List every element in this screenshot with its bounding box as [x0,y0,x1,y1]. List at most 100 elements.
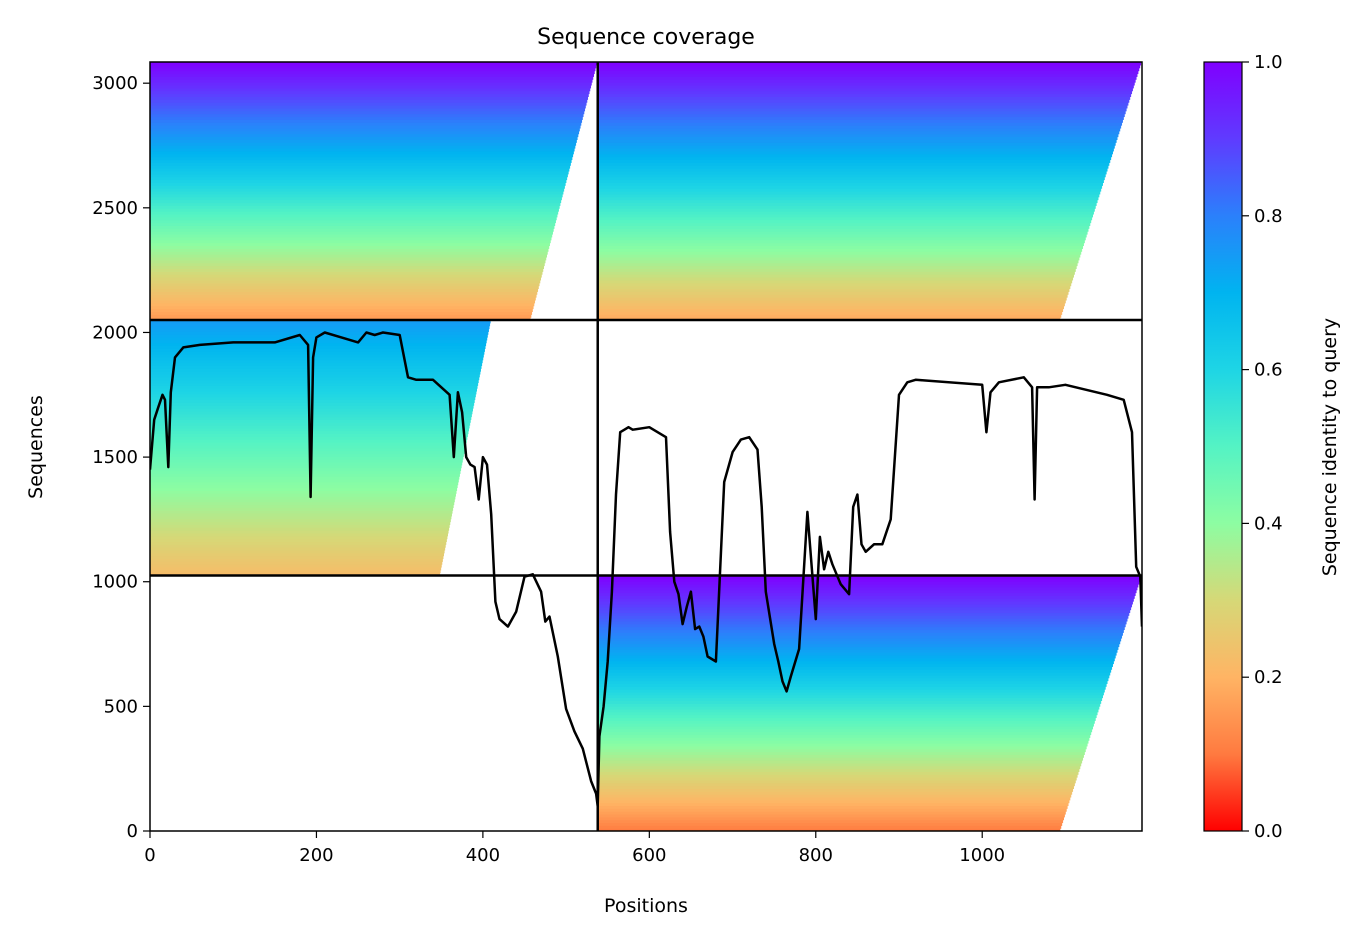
coverage-strip [150,535,448,540]
coverage-strip [150,96,589,100]
coverage-strip [597,808,1067,812]
coverage-strip [150,487,458,491]
coverage-strip [597,228,1089,232]
coverage-strip [597,725,1094,730]
coverage-strip [150,444,466,449]
coverage-strip [150,342,487,347]
coverage-strip [150,87,591,92]
coverage-strip [150,453,464,457]
coverage-strip [597,819,1064,824]
coverage-strip [597,265,1077,269]
coverage-strip [597,717,1096,721]
coverage-strip [150,104,586,109]
y-axis-label: Sequences [25,395,47,499]
coverage-strip [597,62,1142,66]
coverage-strip [150,476,460,480]
coverage-strip [597,116,1124,120]
coverage-strip [597,691,1104,696]
coverage-strip [597,734,1091,738]
coverage-strip [597,127,1121,132]
coverage-strip [597,791,1073,795]
coverage-strip [150,130,580,135]
coverage-strip [150,150,574,155]
colorbar-tick-label: 0.2 [1254,667,1283,688]
coverage-strip [597,632,1123,636]
coverage-strip [150,308,533,312]
coverage-strip [597,107,1127,112]
coverage-strip [597,271,1075,275]
x-axis-label: Positions [604,895,688,917]
coverage-strip [150,64,597,69]
coverage-strip [150,569,441,574]
coverage-strip [597,779,1076,784]
coverage-strip [597,87,1133,92]
coverage-strip [597,90,1133,95]
coverage-strip [597,666,1113,670]
coverage-strip [150,231,553,235]
coverage-strip [597,150,1113,155]
coverage-strip [150,213,558,218]
coverage-block [597,575,1142,831]
coverage-strip [597,626,1125,631]
colorbar [1203,61,1243,832]
coverage-strip [597,162,1110,166]
coverage-strip [150,331,489,335]
coverage-strip [597,762,1082,767]
x-tick-label: 800 [799,845,833,866]
coverage-strip [597,765,1081,770]
coverage-strip [597,637,1122,642]
heatmap-plot-area [150,62,1142,831]
coverage-strip [597,737,1090,741]
x-tick-label: 200 [299,845,333,866]
coverage-strip [597,282,1072,287]
coverage-strip [150,359,483,364]
coverage-strip [150,558,443,562]
coverage-strip [597,760,1083,764]
coverage-strip [597,314,1062,318]
coverage-strip [150,484,458,489]
coverage-strip [597,245,1084,249]
coverage-strip [150,102,587,106]
coverage-strip [597,689,1105,693]
coverage-strip [150,493,456,497]
coverage-strip [150,521,451,525]
coverage-strip [150,242,550,247]
coverage-strip [150,478,459,483]
coverage-strip [150,127,580,132]
coverage-strip [150,248,549,252]
coverage-strip [597,578,1141,582]
coverage-strip [150,527,450,531]
coverage-strip [150,470,461,474]
coverage-strip [597,646,1119,650]
coverage-strip [150,110,585,115]
coverage-strip [150,442,467,446]
coverage-strip [150,319,491,324]
coverage-strip [150,518,451,523]
coverage-strip [597,142,1116,146]
coverage-strip [597,728,1093,733]
coverage-block [597,62,1142,321]
coverage-strip [597,219,1092,224]
coverage-strip [597,782,1075,787]
coverage-strip [150,271,543,275]
coverage-strip [597,231,1088,235]
coverage-strip [597,136,1118,140]
coverage-strip [150,236,552,241]
coverage-strip [150,211,559,215]
coverage-strip [150,510,453,514]
coverage-strip [150,382,479,386]
coverage-strip [597,757,1084,761]
coverage-strip [597,288,1070,292]
coverage-strip [150,162,571,166]
coverage-strip [597,740,1089,744]
coverage-strip [597,102,1129,106]
coverage-strip [150,416,472,420]
coverage-strip [150,504,454,508]
coverage-strip [150,532,448,537]
y-tick-label: 3000 [92,73,138,94]
coverage-strip [150,153,574,158]
coverage-strip [597,274,1074,278]
coverage-strip [150,70,595,75]
coverage-strip [150,147,575,152]
coverage-strip [150,259,546,264]
